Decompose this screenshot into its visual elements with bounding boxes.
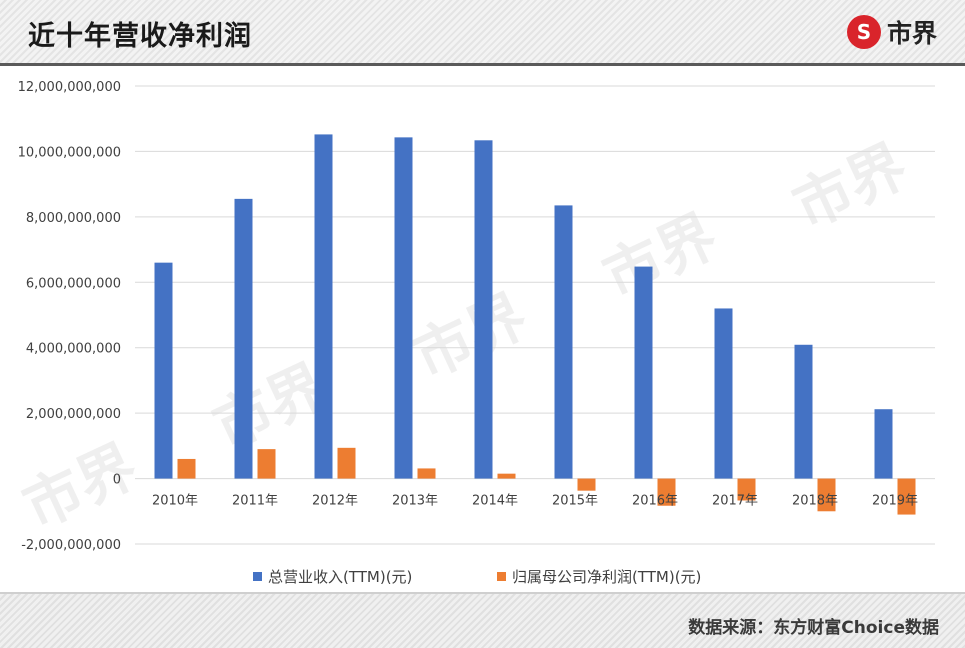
bar-revenue [714, 308, 733, 479]
x-tick-label: 2012年 [312, 494, 358, 509]
x-tick-label: 2013年 [392, 494, 438, 509]
legend-swatch-revenue [253, 572, 262, 581]
header-bar [0, 0, 965, 64]
y-tick-label: -2,000,000,000 [21, 538, 121, 553]
bar-net-profit [497, 473, 516, 479]
page-title: 近十年营收净利润 [28, 21, 252, 52]
x-tick-label: 2019年 [872, 494, 918, 509]
y-tick-label: 4,000,000,000 [26, 342, 121, 357]
bar-revenue [474, 140, 493, 479]
bar-net-profit [657, 478, 676, 506]
bar-net-profit [417, 468, 436, 479]
legend-item-profit: 归属母公司净利润(TTM)(元) [497, 566, 701, 587]
y-tick-label: 0 [113, 473, 121, 488]
legend-label-revenue: 总营业收入(TTM)(元) [268, 568, 413, 586]
footer-divider [0, 592, 965, 594]
bar-net-profit [337, 447, 356, 479]
bar-revenue [874, 409, 893, 479]
chart-legend: 总营业收入(TTM)(元) 归属母公司净利润(TTM)(元) [0, 566, 965, 586]
data-source: 数据来源：东方财富Choice数据 [688, 618, 939, 638]
footer-bar [0, 594, 965, 648]
x-tick-label: 2014年 [472, 494, 518, 509]
bar-revenue [154, 262, 173, 479]
logo-icon: S [846, 15, 881, 49]
x-tick-label: 2017年 [712, 494, 758, 509]
bar-net-profit [897, 478, 916, 515]
bar-revenue [634, 266, 653, 479]
x-tick-label: 2015年 [552, 494, 598, 509]
bar-revenue [554, 205, 573, 479]
bar-net-profit [577, 478, 596, 491]
brand-logo: S 市界 [846, 12, 937, 52]
bar-revenue [234, 198, 253, 479]
logo-text: 市界 [886, 19, 937, 48]
bar-net-profit [257, 449, 276, 479]
legend-item-revenue: 总营业收入(TTM)(元) [253, 566, 412, 587]
y-tick-label: 10,000,000,000 [18, 145, 121, 160]
y-tick-label: 2,000,000,000 [26, 407, 121, 422]
x-tick-label: 2016年 [632, 494, 678, 509]
y-tick-label: 12,000,000,000 [18, 80, 121, 95]
y-tick-label: 6,000,000,000 [26, 276, 121, 291]
x-tick-label: 2010年 [152, 494, 198, 509]
x-tick-label: 2018年 [792, 494, 838, 509]
header-divider [0, 63, 965, 66]
bar-net-profit [817, 478, 836, 512]
legend-swatch-profit [497, 572, 506, 581]
bar-chart: 12,000,000,000 10,000,000,000 8,000,000,00… [18, 80, 935, 553]
legend-label-profit: 归属母公司净利润(TTM)(元) [512, 568, 702, 586]
x-tick-label: 2011年 [232, 494, 278, 509]
bar-net-profit [177, 458, 196, 479]
bar-revenue [394, 137, 413, 479]
bar-net-profit [737, 478, 756, 501]
bar-revenue [794, 344, 813, 479]
y-tick-label: 8,000,000,000 [26, 211, 121, 226]
bar-revenue [314, 134, 333, 479]
